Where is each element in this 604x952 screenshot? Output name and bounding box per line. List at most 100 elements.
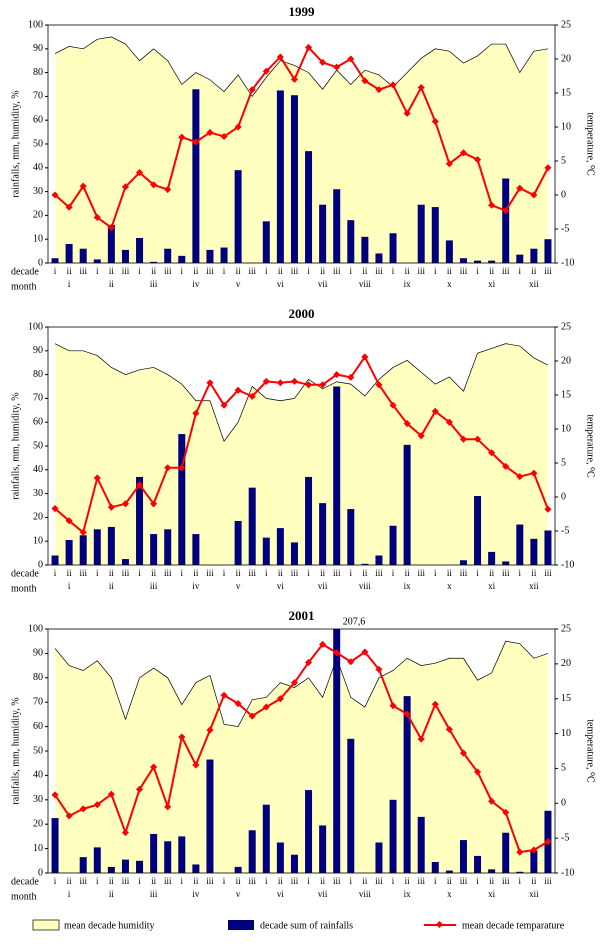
x-tick-label: iii: [544, 266, 552, 276]
y-tick-label: 70: [33, 393, 43, 404]
rainfall-bar: [333, 189, 341, 263]
row-label: month: [11, 281, 37, 292]
temperature-marker: [319, 640, 327, 648]
x-tick-label: ii: [109, 876, 115, 886]
rainfall-bar: [276, 90, 284, 263]
month-label: xii: [529, 889, 539, 899]
y2-tick-label: 25: [561, 623, 571, 634]
month-label: ix: [404, 581, 412, 591]
y2-tick-label: -5: [561, 832, 569, 843]
x-tick-label: ii: [405, 568, 411, 578]
humidity-area: [55, 641, 548, 873]
y2-tick-label: -5: [561, 525, 569, 536]
y-axis-label: rainfalls, mm, humidity, %: [10, 392, 21, 499]
x-tick-label: i: [350, 876, 353, 886]
temperature-marker: [136, 481, 144, 489]
x-tick-label: iii: [206, 876, 214, 886]
row-label: month: [11, 891, 37, 902]
temperature-marker: [262, 67, 270, 75]
temperature-marker: [459, 149, 467, 157]
temperature-marker: [347, 55, 355, 63]
rainfall-bar: [93, 259, 101, 263]
y-tick-label: 60: [33, 416, 43, 427]
y2-tick-label: 5: [561, 763, 566, 774]
x-tick-label: i: [392, 266, 395, 276]
month-label: ix: [404, 889, 412, 899]
y2-tick-label: -10: [561, 559, 574, 570]
humidity-outline: [54, 343, 549, 442]
temperature-marker: [333, 371, 341, 379]
y2-tick-label: 5: [561, 457, 566, 468]
temperature-marker: [516, 848, 524, 856]
rainfall-bar: [234, 866, 242, 873]
temperature-marker: [347, 373, 355, 381]
legend: mean decade humidity decade sum of rainf…: [32, 919, 565, 931]
x-tick-label: iii: [248, 266, 256, 276]
rainfall-bar: [333, 629, 341, 873]
temperature-marker: [192, 409, 200, 417]
y-tick-label: 90: [33, 43, 43, 54]
x-tick-label: ii: [362, 266, 368, 276]
temperature-marker: [361, 353, 369, 361]
x-tick-label: iii: [417, 266, 425, 276]
rainfall-bar: [319, 204, 327, 263]
temperature-marker: [150, 500, 158, 508]
rainfall-bar: [79, 535, 87, 565]
temperature-marker: [93, 213, 101, 221]
x-tick-label: iii: [122, 876, 130, 886]
rainfall-bar: [178, 434, 186, 565]
temperature-marker: [375, 381, 383, 389]
value-label: 207,6: [343, 616, 366, 627]
rainfall-bar: [488, 869, 496, 873]
month-label: vi: [277, 889, 285, 899]
x-tick-label: ii: [193, 266, 199, 276]
rainfall-bar: [347, 738, 355, 873]
rainfall-bar: [530, 248, 538, 263]
x-tick-label: iii: [122, 568, 130, 578]
y2-tick-label: 25: [561, 19, 571, 30]
x-tick-label: i: [181, 568, 184, 578]
x-tick-label: ii: [489, 568, 495, 578]
x-tick-label: iii: [79, 876, 87, 886]
x-tick-label: i: [96, 876, 99, 886]
y-tick-label: 80: [33, 67, 43, 78]
temperature-marker: [305, 43, 313, 51]
rainfall-bar: [150, 833, 158, 873]
temperature-marker: [79, 805, 87, 813]
temperature-marker: [65, 812, 73, 820]
x-tick-label: ii: [278, 876, 284, 886]
rainfall-bar: [389, 525, 397, 565]
temperature-marker: [502, 207, 510, 215]
temperature-marker: [93, 474, 101, 482]
x-tick-label: ii: [193, 876, 199, 886]
temperature-marker: [544, 838, 552, 846]
temperature-marker: [403, 420, 411, 428]
temperature-marker: [65, 203, 73, 211]
x-tick-label: iii: [502, 266, 510, 276]
x-tick-label: iii: [375, 876, 383, 886]
temperature-marker: [206, 379, 214, 387]
y-tick-label: 20: [33, 512, 43, 523]
temperature-marker: [474, 435, 482, 443]
y2-tick-label: 20: [561, 53, 571, 64]
x-tick-label: ii: [67, 568, 73, 578]
x-tick-label: i: [476, 266, 479, 276]
temperature-marker: [79, 528, 87, 536]
temperature-marker: [403, 710, 411, 718]
month-label: v: [236, 279, 241, 289]
rainfall-bar: [459, 258, 467, 263]
x-tick-label: ii: [193, 568, 199, 578]
legend-swatch: [228, 920, 254, 930]
y-tick-label: 0: [38, 559, 43, 570]
month-label: iii: [150, 581, 158, 591]
temperature-marker: [502, 808, 510, 816]
rainfall-bar: [544, 530, 552, 565]
x-tick-label: iii: [291, 876, 299, 886]
rainfall-bar: [220, 247, 228, 263]
temperature-marker: [164, 803, 172, 811]
rainfall-bar: [178, 836, 186, 873]
x-tick-label: iii: [375, 568, 383, 578]
temperature-marker: [220, 691, 228, 699]
chart-title: 1999: [289, 4, 316, 19]
